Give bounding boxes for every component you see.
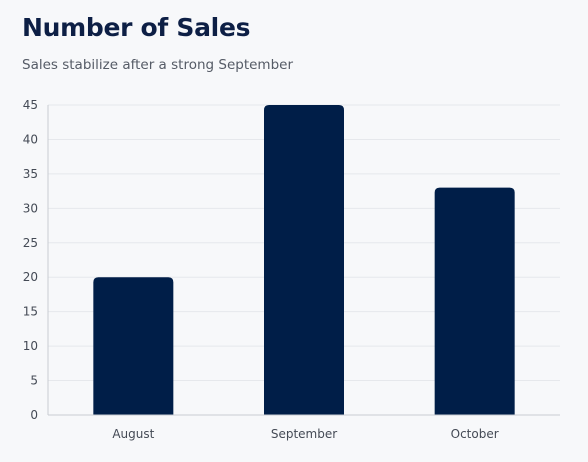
y-tick-label: 0: [30, 408, 38, 422]
y-tick-label: 35: [23, 167, 38, 181]
chart-title: Number of Sales: [22, 13, 251, 42]
y-tick-label: 20: [23, 270, 38, 284]
bars: [93, 105, 515, 415]
y-tick-label: 15: [23, 305, 38, 319]
bar-august: [93, 277, 174, 415]
bar-september: [264, 105, 344, 415]
y-axis-ticks: 0 5 10 15 20 25 30 35 40 45: [23, 98, 38, 422]
x-tick-label: October: [451, 427, 499, 441]
y-tick-label: 40: [23, 132, 38, 146]
x-tick-label: September: [271, 427, 337, 441]
y-tick-label: 10: [23, 339, 38, 353]
y-tick-label: 30: [23, 201, 38, 215]
y-tick-label: 25: [23, 236, 38, 250]
y-tick-label: 5: [30, 374, 38, 388]
x-axis-ticks: August September October: [112, 427, 498, 441]
x-tick-label: August: [112, 427, 154, 441]
chart-subtitle: Sales stabilize after a strong September: [22, 57, 293, 73]
y-tick-label: 45: [23, 98, 38, 112]
bar-october: [434, 187, 515, 415]
